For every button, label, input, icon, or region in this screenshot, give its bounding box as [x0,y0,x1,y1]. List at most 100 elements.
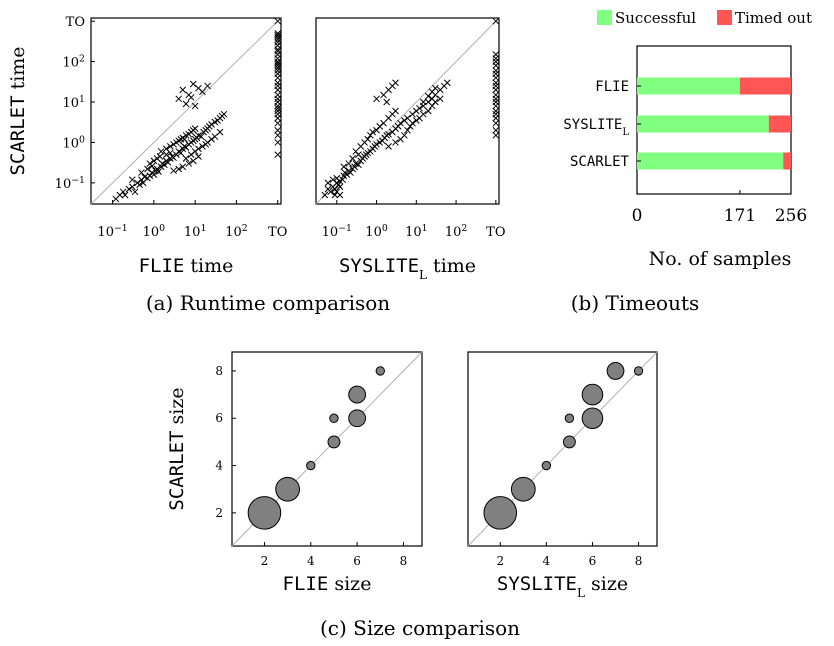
data-point [392,79,399,87]
data-point [172,151,180,158]
data-point [347,169,354,176]
x-tick-label: 102 [225,223,248,241]
category-label: FLIE [595,79,629,95]
data-point [385,130,392,138]
data-point [380,119,387,127]
data-point [274,126,282,134]
data-point [274,139,282,146]
data-point [274,104,282,112]
data-point [324,179,332,187]
data-point [492,79,500,87]
data-point [392,107,399,115]
data-point [274,60,282,67]
data-point [211,133,219,140]
data-point [274,30,282,37]
y-tick-label: 4 [215,459,223,473]
x-tick-label: 8 [400,554,408,568]
data-point [274,91,282,99]
plot-frame [467,351,658,547]
data-point [128,176,136,184]
data-point [336,191,344,199]
data-point [157,148,165,155]
bubble-point [510,476,536,502]
data-point [274,131,282,139]
data-point [404,126,411,134]
data-point [343,171,351,178]
data-point [274,67,282,74]
data-point [274,38,282,46]
data-point [412,117,420,124]
data-point [373,95,380,103]
data-point [373,140,380,148]
data-point [492,67,500,74]
data-point [385,143,392,150]
data-point [443,79,451,87]
data-point [162,151,170,158]
size-syslite-plot: 2 4 6 8 SYSLITEL size [467,351,658,600]
y-tick-label: 6 [215,411,223,425]
data-point [492,70,500,78]
data-point [394,123,402,130]
data-point [383,98,391,106]
data-point [400,131,408,139]
data-point [150,171,158,178]
data-point [274,151,282,158]
bar-segment [739,77,791,95]
data-point [146,172,154,180]
legend-label: Successful [615,9,696,27]
caption-c: (c) Size comparison [320,616,520,640]
data-point [136,181,143,189]
data-point [340,163,348,171]
category-label: SCARLET [570,154,630,170]
bar-segment [768,115,791,133]
x-tick-label: 171 [724,206,756,226]
x-tick-label: TO [486,225,505,240]
data-point [274,70,282,78]
data-point [155,168,162,175]
data-point [274,51,282,58]
y-axis-label: SCARLET time [7,46,29,175]
data-point [431,84,439,92]
x-tick-label: 0 [632,206,643,226]
data-point [216,128,224,136]
data-point [119,188,127,196]
data-point [150,157,158,165]
x-tick-label: 100 [365,223,388,241]
x-tick-label: 6 [589,554,597,568]
data-point [321,191,329,199]
data-point [400,117,408,124]
y-tick-label: 101 [63,94,86,112]
bubble-point [275,476,300,502]
data-point [355,151,362,158]
data-point [274,110,282,118]
data-point [175,95,183,103]
data-point [416,104,423,112]
data-point [492,91,500,99]
data-point [189,80,197,88]
data-point [492,51,500,58]
y-tick-label: 100 [63,134,86,152]
x-tick-label: 101 [184,223,207,241]
data-point [331,191,339,199]
data-point [406,123,414,130]
legend-swatch [717,10,732,25]
data-point [357,143,365,150]
data-point [274,79,282,87]
data-point [492,107,500,115]
bubble-point [306,460,316,471]
data-point [187,151,195,158]
data-point [336,183,344,191]
y-tick-label: 8 [215,364,223,378]
category-label: SYSLITEL [563,117,629,138]
data-point [182,100,190,108]
x-tick-label: 2 [496,554,504,568]
data-point [204,139,211,146]
x-tick-label: 8 [635,554,643,568]
data-point [274,119,282,127]
data-point [492,119,500,127]
data-point [492,82,500,90]
data-point [197,133,205,140]
data-point [274,42,282,49]
data-point [131,188,139,196]
y-tick-label: 2 [215,506,223,520]
